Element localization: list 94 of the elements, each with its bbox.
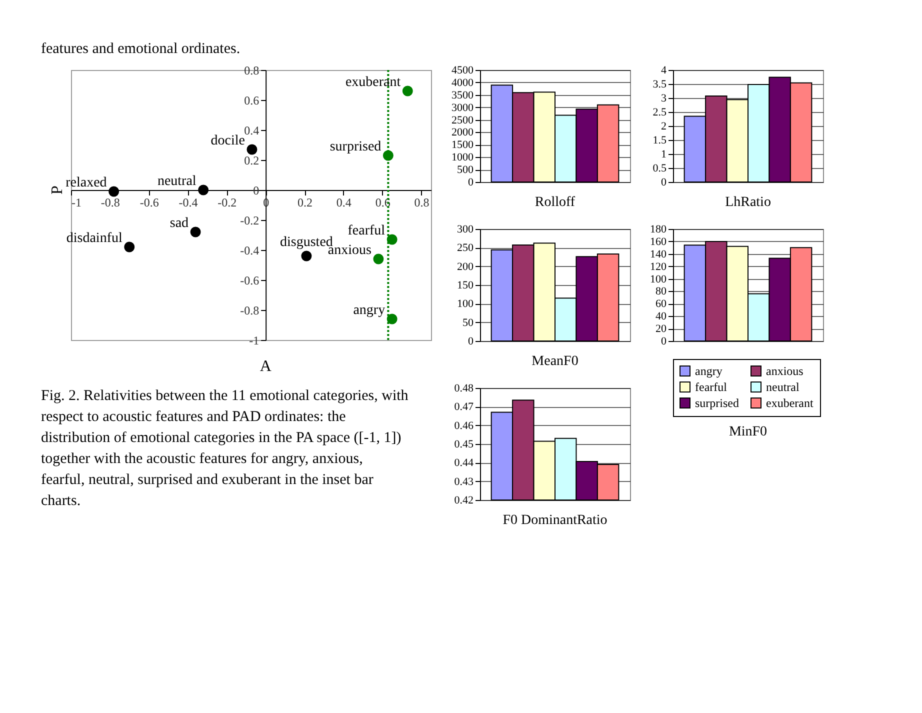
y-tick-label: 0.47 xyxy=(454,401,474,414)
y-axis-title: P xyxy=(49,185,66,194)
y-tick-label: 1500 xyxy=(452,139,474,152)
y-tick-label: 3500 xyxy=(452,89,474,102)
annotation: docile xyxy=(210,134,245,148)
point xyxy=(373,254,384,264)
x-tick-label: -0.6 xyxy=(140,196,159,210)
x-tick-label: -0.2 xyxy=(218,196,237,210)
legend-label: surprised xyxy=(695,396,739,410)
y-tick-label: 0.42 xyxy=(454,494,474,506)
annotation: neutral xyxy=(157,174,196,189)
point xyxy=(108,186,120,197)
x-tick-label: -0.8 xyxy=(100,196,120,210)
y-tick-label: 140 xyxy=(650,248,667,260)
text: MeanF0 xyxy=(532,354,578,369)
legend-label: angry xyxy=(695,364,722,378)
point xyxy=(246,144,258,155)
y-tick-label: 0.6 xyxy=(244,94,260,108)
y-tick-label: 0.44 xyxy=(454,457,474,470)
y-tick-label: 0.48 xyxy=(454,382,474,394)
annotation: exuberant xyxy=(345,75,401,90)
legend-label: anxious xyxy=(766,364,804,378)
text: features and emotional ordinates. xyxy=(41,41,240,57)
y-tick-label: 0.43 xyxy=(454,476,474,488)
y-tick-label: 0.4 xyxy=(244,124,260,138)
y-tick-label: 100 xyxy=(457,298,474,310)
annotation: sad xyxy=(170,216,189,231)
text: LhRatio xyxy=(725,195,771,210)
text: F0 DominantRatio xyxy=(502,513,608,528)
y-tick-label: 2000 xyxy=(452,126,474,139)
y-tick-label: 0 xyxy=(468,336,474,348)
y-tick-label: 100 xyxy=(650,273,667,286)
y-tick-label: 4000 xyxy=(452,76,474,89)
y-tick-label: 2500 xyxy=(452,114,474,126)
caption: Fig. 2. Relativities between the 11 emotional categories, with respect to acoustic features and PAD ordinates: the distribution of emotional categories in the PA space ([-1, 1]) together with the acoustic features for angry, anxious, fearful, neutral, surprised and exuberant in the inset bar charts. xyxy=(41,388,409,509)
annotation: disdainful xyxy=(66,231,122,246)
legend-label: exuberant xyxy=(766,396,814,410)
point xyxy=(386,234,398,245)
y-tick-label: -0.6 xyxy=(240,274,260,288)
y-tick-label: 60 xyxy=(656,298,667,310)
x-axis-title: A xyxy=(260,358,272,375)
x-tick-label: -1 xyxy=(72,196,82,210)
y-tick-label: 1.5 xyxy=(652,134,667,146)
point xyxy=(402,86,413,96)
y-tick-label: 1 xyxy=(661,148,666,160)
y-tick-label: 0.45 xyxy=(454,438,474,450)
y-tick-label: 80 xyxy=(656,286,667,298)
y-tick-label: 250 xyxy=(457,242,474,254)
y-tick-label: 0.8 xyxy=(244,64,260,78)
x-tick-label: 0.2 xyxy=(298,196,313,210)
y-tick-label: 200 xyxy=(457,260,474,273)
y-tick-label: 4500 xyxy=(452,64,474,76)
y-tick-label: 40 xyxy=(656,310,667,323)
y-tick-label: 120 xyxy=(650,260,667,273)
y-tick-label: -0.8 xyxy=(240,304,260,318)
annotation: surprised xyxy=(330,140,382,154)
y-tick-label: 0 xyxy=(661,336,667,348)
y-tick-label: 2 xyxy=(661,120,666,132)
annotation: angry xyxy=(353,303,386,318)
y-tick-label: 0 xyxy=(661,176,667,188)
y-tick-label: 0.46 xyxy=(454,420,474,432)
y-tick-label: 500 xyxy=(457,164,474,176)
x-tick-label: 0.8 xyxy=(414,196,430,210)
y-tick-label: 3.5 xyxy=(652,78,667,90)
point xyxy=(386,314,398,324)
legend-label: neutral xyxy=(766,380,800,394)
y-tick-label: 3 xyxy=(661,92,667,104)
y-tick-label: 0.2 xyxy=(244,154,260,168)
y-tick-label: 160 xyxy=(650,236,667,248)
annotation: fearful xyxy=(348,224,386,238)
y-tick-label: 150 xyxy=(457,280,474,292)
point xyxy=(198,184,209,196)
y-tick-label: 20 xyxy=(656,323,667,336)
y-tick-label: 1000 xyxy=(452,152,474,164)
point xyxy=(124,242,135,252)
y-tick-label: 0 xyxy=(468,176,474,188)
y-tick-label: 2.5 xyxy=(652,106,667,118)
annotation: relaxed xyxy=(66,176,107,190)
point xyxy=(190,226,201,238)
y-tick-label: 4 xyxy=(661,64,667,76)
y-tick-label: 180 xyxy=(650,224,667,236)
x-tick-label: -0.4 xyxy=(178,196,198,210)
text: Rolloff xyxy=(534,195,576,210)
y-tick-label: 3000 xyxy=(452,102,474,114)
point xyxy=(301,250,312,262)
text: MinF0 xyxy=(728,424,768,440)
y-tick-label: 0.5 xyxy=(652,162,667,174)
legend-label: fearful xyxy=(695,380,728,394)
y-tick-label: -0.2 xyxy=(240,214,260,228)
x-tick-label: 0.4 xyxy=(336,196,352,210)
y-tick-label: 50 xyxy=(462,316,474,329)
y-tick-label: 300 xyxy=(457,224,474,236)
y-tick-label: -0.4 xyxy=(240,244,260,258)
y-tick-label: -1 xyxy=(249,334,260,348)
